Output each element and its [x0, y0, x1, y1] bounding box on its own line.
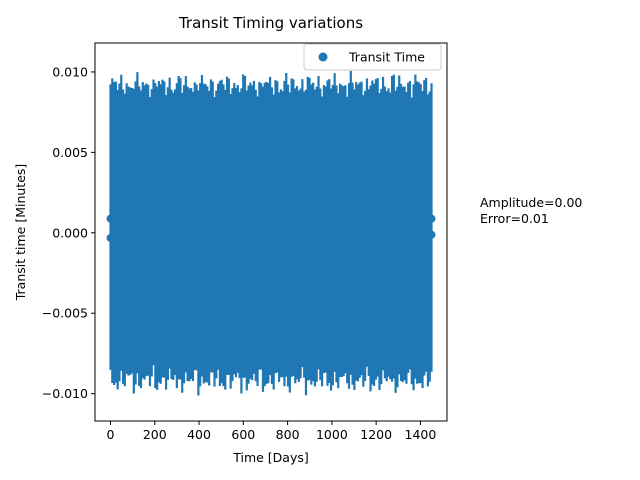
data-point [106, 214, 115, 223]
x-tick-label: 400 [187, 427, 211, 442]
chart-title: Transit Timing variations [178, 14, 363, 32]
y-axis-label: Transit time [Minutes] [13, 164, 28, 302]
y-axis: −0.010 −0.005 0.000 0.005 0.010 [42, 64, 95, 401]
x-tick-label: 1000 [316, 427, 348, 442]
x-tick-label: 1200 [360, 427, 392, 442]
x-tick-label: 800 [276, 427, 300, 442]
y-tick-label: 0.000 [52, 225, 88, 240]
axes-frame [94, 42, 448, 422]
y-tick-label: −0.005 [42, 306, 88, 321]
amplitude-annotation: Amplitude=0.00 [480, 195, 583, 210]
data-point [427, 214, 436, 223]
plot-area [106, 70, 436, 396]
x-tick-label: 1400 [405, 427, 437, 442]
x-axis: 0 200 400 600 800 1000 1200 1400 [107, 421, 437, 442]
y-tick-label: 0.010 [52, 64, 88, 79]
x-tick-label: 600 [231, 427, 255, 442]
x-tick-label: 200 [143, 427, 167, 442]
legend-marker [318, 52, 328, 62]
y-tick-label: 0.005 [52, 145, 88, 160]
legend-label: Transit Time [348, 50, 425, 65]
legend-box [303, 43, 442, 71]
x-tick-label: 0 [107, 427, 115, 442]
legend[interactable]: Transit Time [303, 43, 442, 71]
data-point [427, 230, 436, 239]
x-axis-label: Time [Days] [232, 450, 309, 465]
data-point [106, 233, 115, 242]
error-annotation: Error=0.01 [480, 211, 549, 226]
y-tick-label: −0.010 [42, 386, 88, 401]
